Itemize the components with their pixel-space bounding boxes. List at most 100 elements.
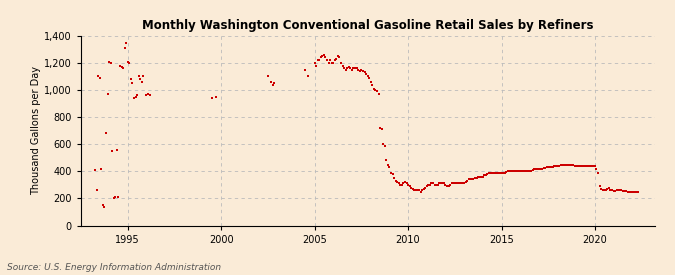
Point bbox=[266, 80, 277, 84]
Point bbox=[376, 127, 387, 131]
Point bbox=[329, 58, 340, 62]
Point bbox=[475, 175, 485, 179]
Point bbox=[356, 67, 367, 72]
Point bbox=[96, 166, 107, 171]
Point bbox=[583, 164, 594, 168]
Point bbox=[406, 185, 416, 190]
Point bbox=[521, 168, 532, 173]
Point bbox=[320, 55, 331, 60]
Point bbox=[612, 188, 622, 192]
Point bbox=[456, 181, 466, 186]
Point bbox=[549, 164, 560, 168]
Point bbox=[520, 168, 531, 173]
Point bbox=[491, 170, 502, 175]
Point bbox=[378, 142, 389, 146]
Point bbox=[618, 189, 628, 193]
Point bbox=[365, 80, 376, 84]
Point bbox=[394, 181, 404, 186]
Point bbox=[400, 180, 410, 184]
Point bbox=[117, 66, 128, 70]
Point bbox=[513, 169, 524, 174]
Point bbox=[506, 169, 516, 174]
Point bbox=[119, 46, 130, 50]
Point bbox=[627, 190, 638, 194]
Point bbox=[522, 168, 533, 173]
Point bbox=[362, 74, 373, 79]
Point bbox=[91, 188, 102, 192]
Point bbox=[95, 76, 105, 80]
Point bbox=[607, 188, 618, 192]
Point bbox=[589, 164, 600, 168]
Point bbox=[437, 181, 448, 186]
Point bbox=[351, 66, 362, 70]
Point bbox=[481, 173, 491, 178]
Point bbox=[425, 183, 435, 187]
Point bbox=[346, 67, 357, 72]
Point bbox=[207, 96, 217, 100]
Point bbox=[608, 189, 619, 193]
Point bbox=[613, 188, 624, 192]
Point bbox=[113, 195, 124, 199]
Point bbox=[556, 163, 566, 167]
Point bbox=[501, 170, 512, 174]
Point bbox=[431, 183, 441, 187]
Point bbox=[353, 67, 364, 72]
Point bbox=[435, 181, 446, 186]
Point bbox=[384, 165, 395, 169]
Point bbox=[111, 147, 122, 152]
Point bbox=[144, 93, 155, 98]
Point bbox=[538, 166, 549, 170]
Point bbox=[358, 69, 369, 73]
Point bbox=[535, 166, 546, 171]
Point bbox=[121, 40, 132, 45]
Point bbox=[370, 88, 381, 92]
Point bbox=[572, 164, 583, 168]
Point bbox=[626, 190, 637, 194]
Point bbox=[571, 164, 582, 168]
Point bbox=[574, 164, 585, 168]
Point bbox=[426, 181, 437, 186]
Point bbox=[446, 181, 457, 186]
Point bbox=[541, 165, 552, 169]
Point bbox=[414, 188, 425, 192]
Point bbox=[512, 169, 522, 174]
Point bbox=[331, 57, 342, 61]
Point bbox=[493, 170, 504, 175]
Point bbox=[313, 58, 323, 62]
Point bbox=[110, 195, 121, 199]
Point bbox=[389, 176, 400, 180]
Point bbox=[450, 181, 460, 186]
Point bbox=[323, 61, 334, 65]
Point bbox=[403, 183, 414, 187]
Point bbox=[401, 181, 412, 186]
Point bbox=[116, 65, 127, 69]
Point bbox=[600, 187, 611, 192]
Point bbox=[532, 167, 543, 171]
Point bbox=[328, 61, 339, 65]
Point bbox=[392, 180, 402, 184]
Point bbox=[381, 158, 392, 163]
Point bbox=[104, 59, 115, 64]
Point bbox=[568, 162, 578, 167]
Point bbox=[412, 188, 423, 192]
Point bbox=[138, 74, 148, 79]
Point bbox=[124, 61, 134, 65]
Point bbox=[488, 170, 499, 175]
Point bbox=[479, 173, 489, 178]
Point bbox=[614, 187, 625, 192]
Point bbox=[454, 181, 465, 186]
Point bbox=[420, 185, 431, 190]
Point bbox=[582, 164, 593, 168]
Point bbox=[547, 164, 558, 169]
Point bbox=[327, 61, 338, 65]
Point bbox=[628, 190, 639, 194]
Point bbox=[432, 183, 443, 187]
Point bbox=[322, 58, 333, 62]
Point bbox=[605, 187, 616, 192]
Point bbox=[624, 190, 634, 194]
Point bbox=[107, 149, 117, 153]
Point bbox=[135, 77, 146, 81]
Point bbox=[552, 164, 563, 168]
Point bbox=[509, 169, 520, 174]
Point bbox=[610, 189, 620, 193]
